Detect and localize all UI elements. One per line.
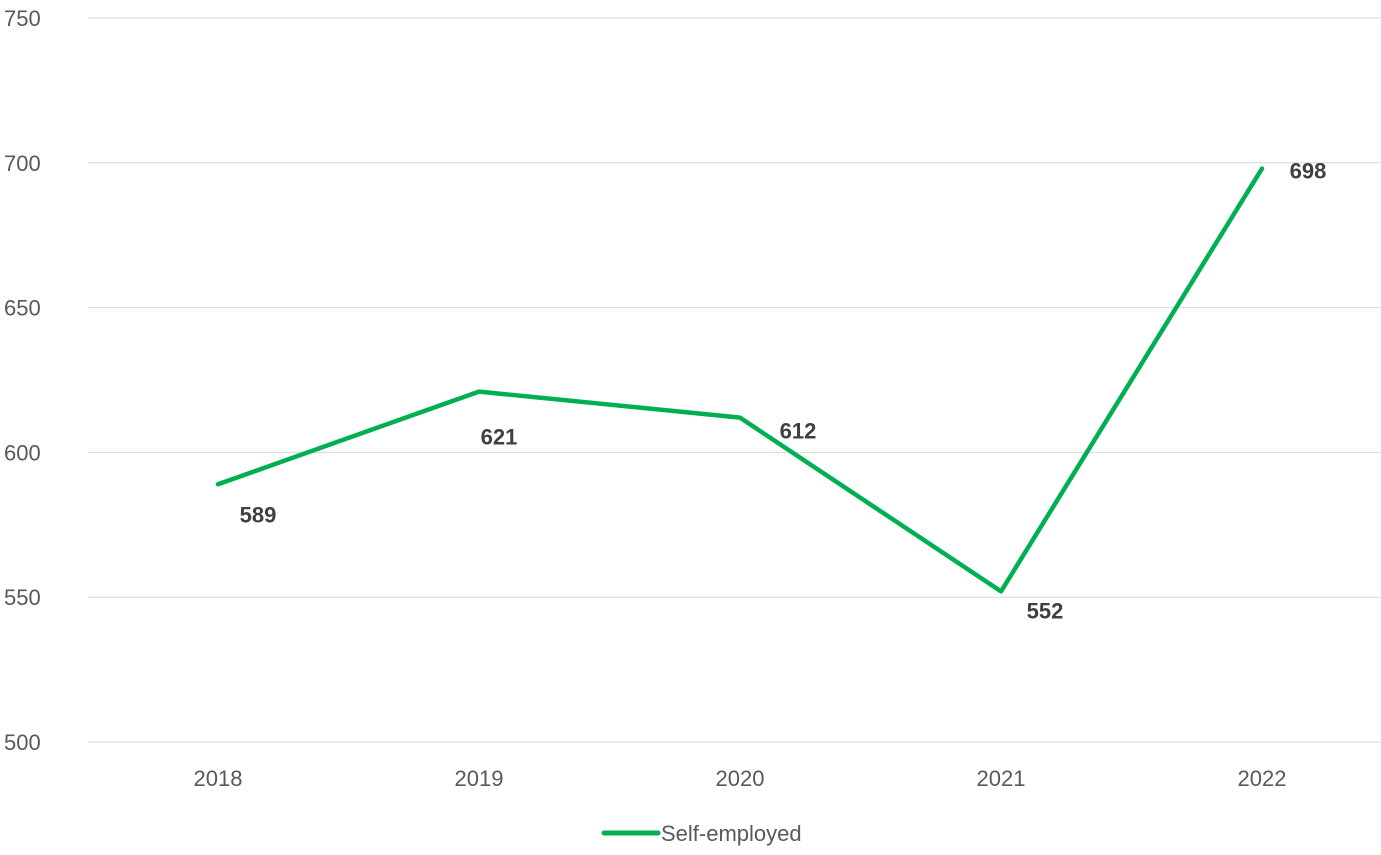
- data-label-2021: 552: [1027, 598, 1064, 623]
- x-tick-label-2020: 2020: [716, 766, 765, 791]
- y-axis-tick-labels: 500 550 600 650 700 750: [4, 6, 41, 755]
- data-label-2022: 698: [1290, 159, 1327, 184]
- x-tick-label-2022: 2022: [1238, 766, 1287, 791]
- gridlines: [88, 17, 1381, 743]
- x-tick-label-2021: 2021: [977, 766, 1026, 791]
- data-point-2019: [477, 389, 481, 394]
- data-label-2019: 621: [481, 425, 518, 450]
- series-lines: [215, 166, 1265, 594]
- x-axis-tick-labels: 2018 2019 2020 2021 2022: [194, 766, 1287, 791]
- data-label-2020: 612: [780, 419, 817, 444]
- data-point-2020: [738, 415, 742, 420]
- y-tick-label-700: 700: [4, 151, 41, 176]
- data-labels: 589 621 612 552 698: [240, 159, 1327, 624]
- x-tick-label-2019: 2019: [455, 766, 504, 791]
- y-tick-label-750: 750: [4, 6, 41, 31]
- data-point-2021: [999, 589, 1003, 594]
- data-point-2022: [1260, 166, 1264, 171]
- y-tick-label-500: 500: [4, 730, 41, 755]
- y-tick-label-550: 550: [4, 585, 41, 610]
- series-line-self-employed: [215, 166, 1265, 594]
- y-tick-label-650: 650: [4, 296, 41, 321]
- data-point-2018: [216, 482, 220, 487]
- y-tick-label-600: 600: [4, 440, 41, 465]
- legend-label-self-employed: Self-employed: [661, 821, 802, 846]
- data-label-2018: 589: [240, 502, 277, 527]
- legend: Self-employed: [601, 821, 802, 846]
- x-tick-label-2018: 2018: [194, 766, 243, 791]
